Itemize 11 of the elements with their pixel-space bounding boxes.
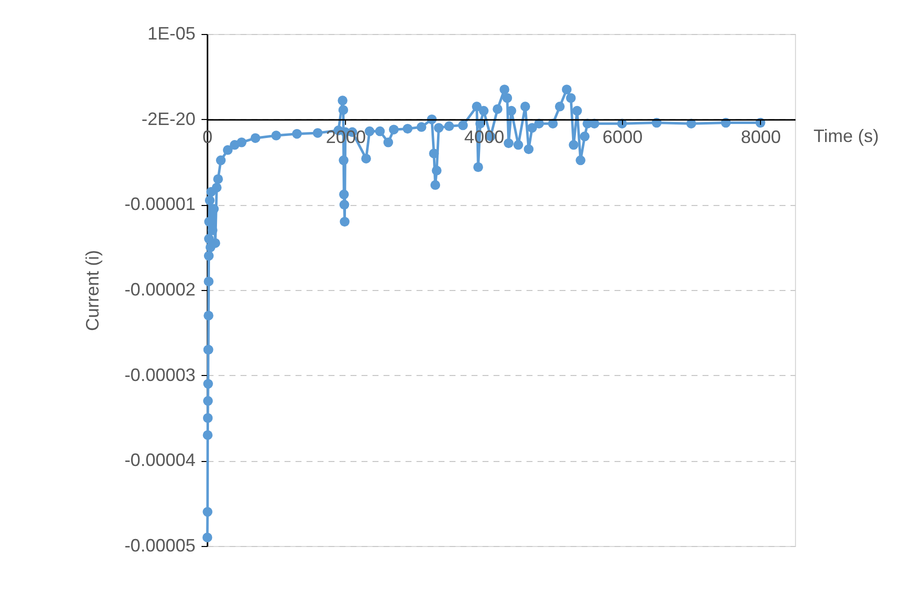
y-tick-label: -0.00005 — [124, 536, 196, 556]
y-tick-label: -0.00003 — [124, 364, 196, 385]
y-tick-label: 1E-05 — [147, 24, 196, 44]
x-axis-title: Time (s) — [814, 126, 879, 146]
y-tick-label: -2E-20 — [141, 108, 196, 129]
x-tick-label: 6000 — [602, 126, 643, 147]
y-tick-label: -0.00004 — [124, 450, 196, 470]
y-axis-title: Current (i) — [82, 250, 102, 332]
y-tick-label: -0.00001 — [124, 194, 196, 214]
x-tick-label: 8000 — [740, 126, 781, 147]
y-tick-label: -0.00002 — [124, 280, 196, 300]
